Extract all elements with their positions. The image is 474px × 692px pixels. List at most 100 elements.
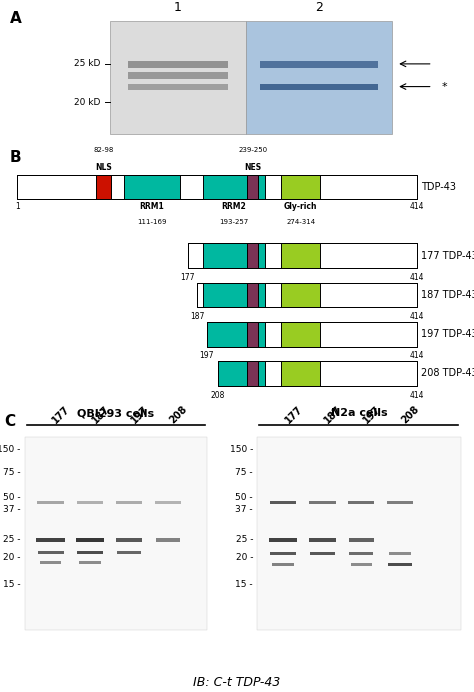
Bar [309, 501, 336, 504]
Bar [79, 561, 100, 564]
Bar [116, 501, 142, 504]
Bar [188, 244, 417, 268]
Bar [258, 283, 265, 307]
Bar [388, 563, 412, 565]
Bar [109, 21, 246, 134]
Text: 1: 1 [15, 202, 20, 211]
Text: 177: 177 [283, 405, 304, 426]
Bar [218, 361, 417, 385]
Bar [269, 538, 297, 542]
Bar [258, 244, 265, 268]
Text: 193-257: 193-257 [219, 219, 248, 225]
Bar [156, 538, 180, 542]
Text: 177: 177 [51, 405, 72, 426]
Text: Gly-rich: Gly-rich [284, 202, 318, 211]
Bar [257, 437, 461, 630]
Text: 197: 197 [129, 405, 150, 426]
Bar [349, 552, 373, 555]
Bar [218, 361, 247, 385]
Bar [247, 244, 258, 268]
Bar [281, 175, 320, 199]
Text: B: B [9, 150, 21, 165]
Bar [37, 501, 64, 504]
Text: 1: 1 [174, 1, 182, 14]
Bar [247, 175, 258, 199]
Bar [258, 175, 265, 199]
Bar [281, 283, 320, 307]
Text: 239-250: 239-250 [238, 147, 267, 153]
Bar [128, 61, 228, 68]
Text: N2a cells: N2a cells [330, 408, 387, 418]
Bar [40, 561, 62, 564]
Bar [246, 21, 392, 134]
Bar [38, 551, 64, 554]
Text: 150 -: 150 - [0, 445, 21, 454]
Bar [197, 283, 417, 307]
Bar [128, 72, 228, 79]
Bar [128, 84, 228, 91]
Bar [387, 501, 413, 504]
Bar [389, 552, 411, 555]
Bar [207, 322, 417, 347]
Text: 414: 414 [410, 202, 424, 211]
Text: RRM2: RRM2 [221, 202, 246, 211]
Text: RRM1: RRM1 [139, 202, 164, 211]
Bar [351, 563, 372, 565]
Text: 208: 208 [168, 404, 189, 426]
Text: 50 -: 50 - [236, 493, 253, 502]
Text: 20 -: 20 - [3, 553, 21, 562]
Text: 208: 208 [400, 404, 421, 426]
Text: 197 TDP-43: 197 TDP-43 [420, 329, 474, 339]
Text: 82-98: 82-98 [93, 147, 114, 153]
Text: 25 -: 25 - [236, 536, 253, 545]
Bar [207, 322, 247, 347]
Text: 37 -: 37 - [236, 505, 253, 514]
Text: *: * [442, 82, 447, 91]
Bar [281, 322, 320, 347]
Bar [258, 322, 265, 347]
Text: QBI293 cells: QBI293 cells [77, 408, 155, 418]
Text: 274-314: 274-314 [286, 219, 315, 225]
Text: 208 TDP-43: 208 TDP-43 [420, 369, 474, 379]
Bar [270, 501, 296, 504]
Bar [117, 551, 141, 554]
Bar [247, 283, 258, 307]
Bar [77, 551, 103, 554]
Text: A: A [9, 11, 21, 26]
Text: NES: NES [244, 163, 261, 172]
Text: 2: 2 [315, 1, 323, 14]
Bar [348, 501, 374, 504]
Bar [116, 538, 142, 542]
Text: 177 TDP-43: 177 TDP-43 [420, 251, 474, 261]
Text: 187 TDP-43: 187 TDP-43 [420, 290, 474, 300]
Bar [18, 175, 417, 199]
Text: IB: C-t TDP-43: IB: C-t TDP-43 [193, 675, 281, 689]
Bar [25, 437, 207, 630]
Bar [155, 501, 181, 504]
Bar [96, 175, 111, 199]
Bar [309, 538, 336, 542]
Text: 37 -: 37 - [3, 505, 21, 514]
Bar [207, 322, 417, 347]
Bar [124, 175, 180, 199]
Bar [247, 361, 258, 385]
Bar [272, 563, 294, 565]
Bar [260, 61, 378, 68]
Text: 150 -: 150 - [230, 445, 253, 454]
Text: 15 -: 15 - [236, 580, 253, 589]
Bar [18, 175, 417, 199]
Bar [188, 244, 417, 268]
Bar [76, 538, 104, 542]
Text: 20 kD: 20 kD [74, 98, 100, 107]
Bar [203, 175, 247, 199]
Text: 15 -: 15 - [3, 580, 21, 589]
Text: TDP-43: TDP-43 [420, 182, 456, 192]
Text: 414: 414 [410, 391, 424, 400]
Text: 111-169: 111-169 [137, 219, 166, 225]
Bar [36, 538, 65, 542]
Text: 75 -: 75 - [3, 468, 21, 477]
Bar [203, 283, 247, 307]
Text: 414: 414 [410, 352, 424, 361]
Text: 187: 187 [322, 404, 344, 426]
Bar [349, 538, 374, 542]
